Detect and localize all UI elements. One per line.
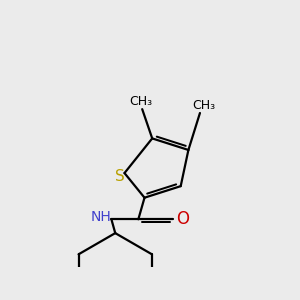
Text: S: S [115,169,125,184]
Text: CH₃: CH₃ [129,95,152,108]
Text: CH₃: CH₃ [192,99,215,112]
Text: O: O [176,210,189,228]
Text: NH: NH [90,210,111,224]
